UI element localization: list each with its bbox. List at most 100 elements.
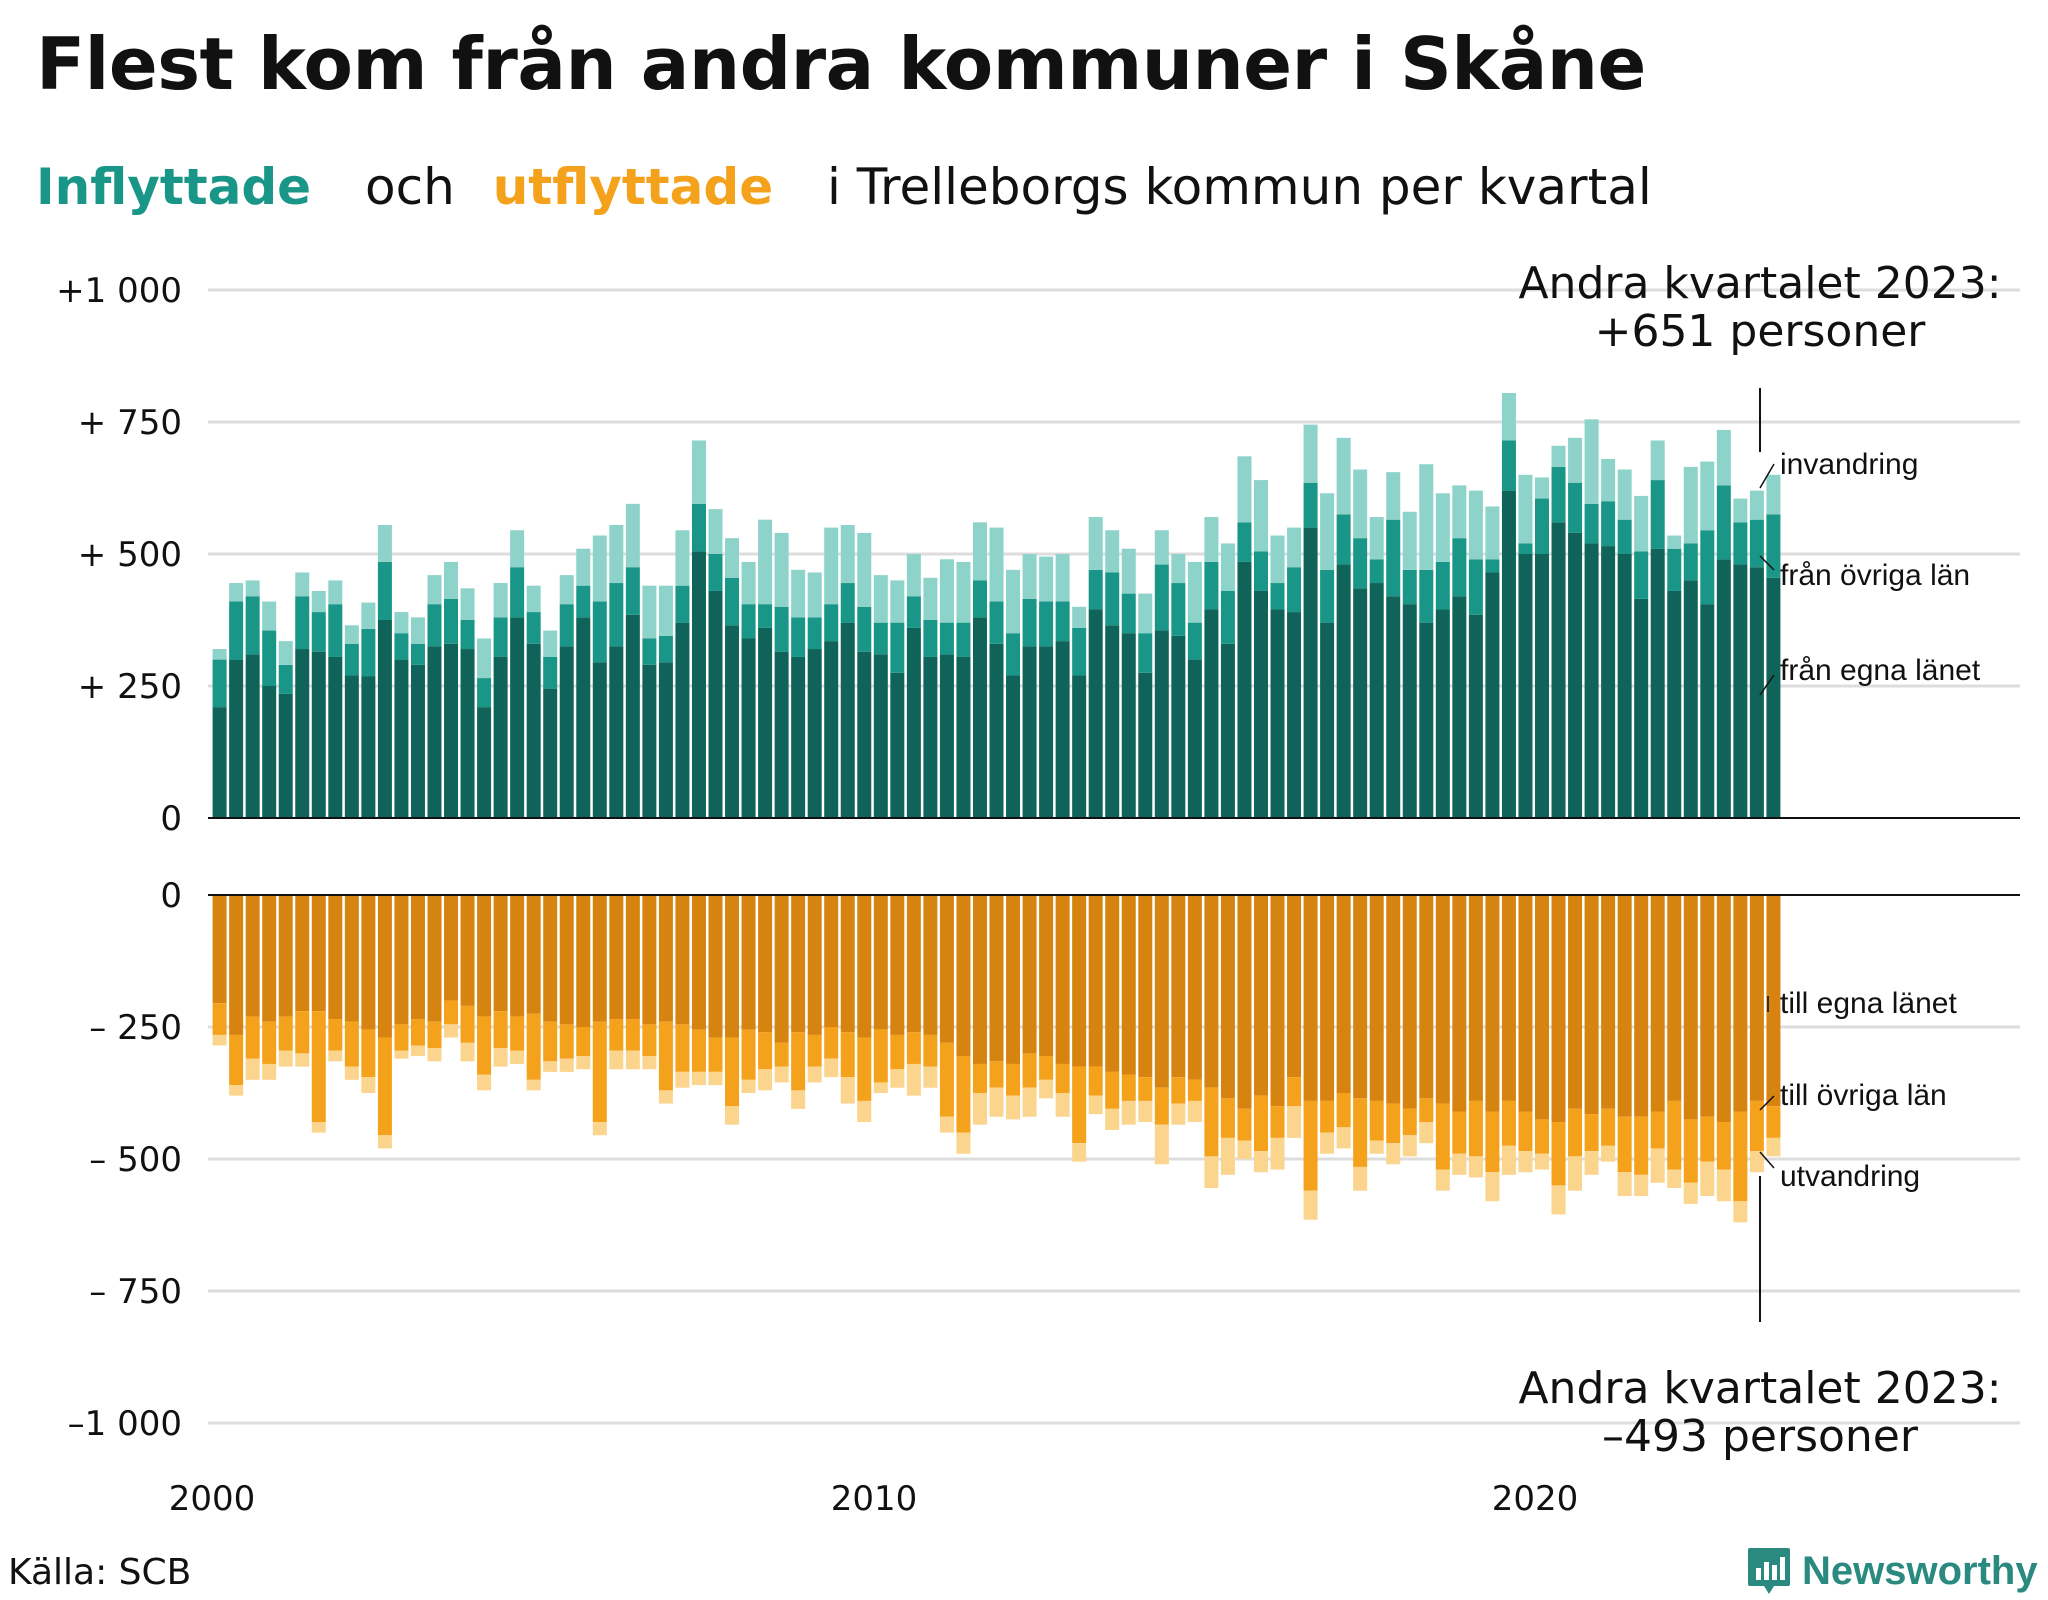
bar-in-invandring: [1766, 474, 1781, 515]
bar-out-utvandring: [1716, 1169, 1731, 1202]
bar-out-utvandring: [344, 1066, 359, 1080]
bar-out-egna: [758, 895, 773, 1033]
bar-in-invandring: [1055, 554, 1070, 602]
bar-in-ovriga: [1716, 485, 1731, 560]
bar-out-egna: [1485, 895, 1500, 1112]
bar-out-egna: [1055, 895, 1070, 1064]
bar-out-ovriga: [1551, 1122, 1566, 1186]
bar-out-utvandring: [1105, 1108, 1120, 1130]
bar-in-invandring: [1435, 493, 1450, 562]
bar-in-ovriga: [1468, 559, 1483, 615]
bar-out-ovriga: [758, 1032, 773, 1070]
bar-out-ovriga: [229, 1034, 244, 1086]
bar-in-ovriga: [1154, 564, 1169, 631]
bar-out-utvandring: [1452, 1153, 1467, 1175]
bar-out-ovriga: [410, 1019, 425, 1046]
bar-in-egna: [1171, 635, 1186, 818]
bar-out-egna: [344, 895, 359, 1022]
bar-in-egna: [262, 686, 277, 818]
bar-out-egna: [609, 895, 624, 1020]
bar-out-egna: [807, 895, 822, 1035]
bar-out-egna: [427, 895, 442, 1022]
bar-out-ovriga: [824, 1027, 839, 1059]
bar-out-egna: [939, 895, 954, 1043]
bar-in-ovriga: [758, 604, 773, 628]
bar-out-ovriga: [1055, 1063, 1070, 1093]
bar-out-utvandring: [939, 1116, 954, 1133]
bar-in-ovriga: [725, 577, 740, 626]
bar-in-egna: [1634, 598, 1649, 818]
x-tick-label: 2010: [831, 1479, 918, 1519]
bar-out-ovriga: [328, 1019, 343, 1051]
bar-in-invandring: [1171, 554, 1186, 584]
bar-out-utvandring: [972, 1093, 987, 1125]
bar-in-ovriga: [1435, 561, 1450, 610]
bar-out-utvandring: [262, 1063, 277, 1080]
bar-in-egna: [328, 656, 343, 818]
bar-in-invandring: [758, 519, 773, 605]
bar-in-egna: [510, 617, 525, 818]
bar-out-ovriga: [1634, 1116, 1649, 1175]
bar-in-egna: [758, 627, 773, 818]
bar-out-utvandring: [394, 1050, 409, 1059]
bar-in-egna: [658, 662, 673, 818]
bar-out-utvandring: [1683, 1182, 1698, 1204]
bar-out-egna: [377, 895, 392, 1038]
bar-out-ovriga: [1237, 1108, 1252, 1141]
bar-out-egna: [229, 895, 244, 1035]
bar-in-invandring: [510, 530, 525, 568]
bar-in-ovriga: [774, 606, 789, 652]
bar-in-egna: [1667, 590, 1682, 818]
y-tick-label-top: +1 000: [56, 271, 182, 311]
bar-out-utvandring: [1039, 1079, 1054, 1099]
bar-out-ovriga: [344, 1021, 359, 1067]
bar-in-egna: [1237, 561, 1252, 818]
bar-out-egna: [691, 895, 706, 1030]
bar-out-ovriga: [774, 1042, 789, 1067]
bar-in-egna: [1138, 672, 1153, 818]
bar-in-invandring: [725, 538, 740, 578]
bar-out-utvandring: [1749, 1151, 1764, 1173]
bar-out-ovriga: [262, 1021, 277, 1064]
bar-out-ovriga: [840, 1032, 855, 1078]
bar-out-egna: [1220, 895, 1235, 1099]
bar-out-utvandring: [1369, 1140, 1384, 1154]
bar-out-egna: [460, 895, 475, 1006]
bar-in-ovriga: [1634, 551, 1649, 599]
bar-in-invandring: [1353, 469, 1368, 539]
bar-in-ovriga: [658, 635, 673, 663]
bar-in-egna: [1601, 546, 1616, 818]
bar-in-ovriga: [741, 604, 756, 639]
series-label-bottom: utvandring: [1780, 1160, 1920, 1193]
bar-out-egna: [1320, 895, 1335, 1101]
bar-out-utvandring: [1006, 1095, 1021, 1120]
bar-in-invandring: [625, 503, 640, 568]
bar-out-ovriga: [741, 1029, 756, 1080]
bar-out-ovriga: [477, 1016, 492, 1075]
bar-out-egna: [1402, 895, 1417, 1109]
y-tick-label-bottom: – 250: [89, 1008, 182, 1048]
bar-in-egna: [1749, 567, 1764, 818]
bar-in-egna: [1535, 554, 1549, 818]
bar-in-ovriga: [1650, 480, 1665, 549]
bar-out-egna: [873, 895, 888, 1030]
bar-out-ovriga: [377, 1037, 392, 1136]
bar-out-ovriga: [1154, 1087, 1169, 1125]
bar-in-invandring: [1039, 556, 1054, 602]
bar-out-ovriga: [559, 1024, 574, 1059]
bar-in-invandring: [229, 583, 244, 602]
bar-in-ovriga: [1568, 482, 1583, 533]
bar-in-invandring: [1154, 530, 1169, 565]
bar-out-ovriga: [906, 1032, 921, 1064]
series-label-top: från egna länet: [1780, 654, 1981, 687]
bar-out-utvandring: [1468, 1156, 1483, 1178]
bar-out-ovriga: [394, 1024, 409, 1051]
subtitle-utflyttade: utflyttade: [492, 158, 774, 216]
bar-out-egna: [1072, 895, 1087, 1067]
bar-out-egna: [1171, 895, 1186, 1078]
series-label-bottom: till övriga län: [1780, 1079, 1947, 1112]
bar-in-invandring: [675, 530, 690, 586]
bar-in-egna: [1617, 554, 1632, 818]
bar-in-ovriga: [278, 664, 293, 694]
bar-out-ovriga: [1039, 1056, 1054, 1080]
